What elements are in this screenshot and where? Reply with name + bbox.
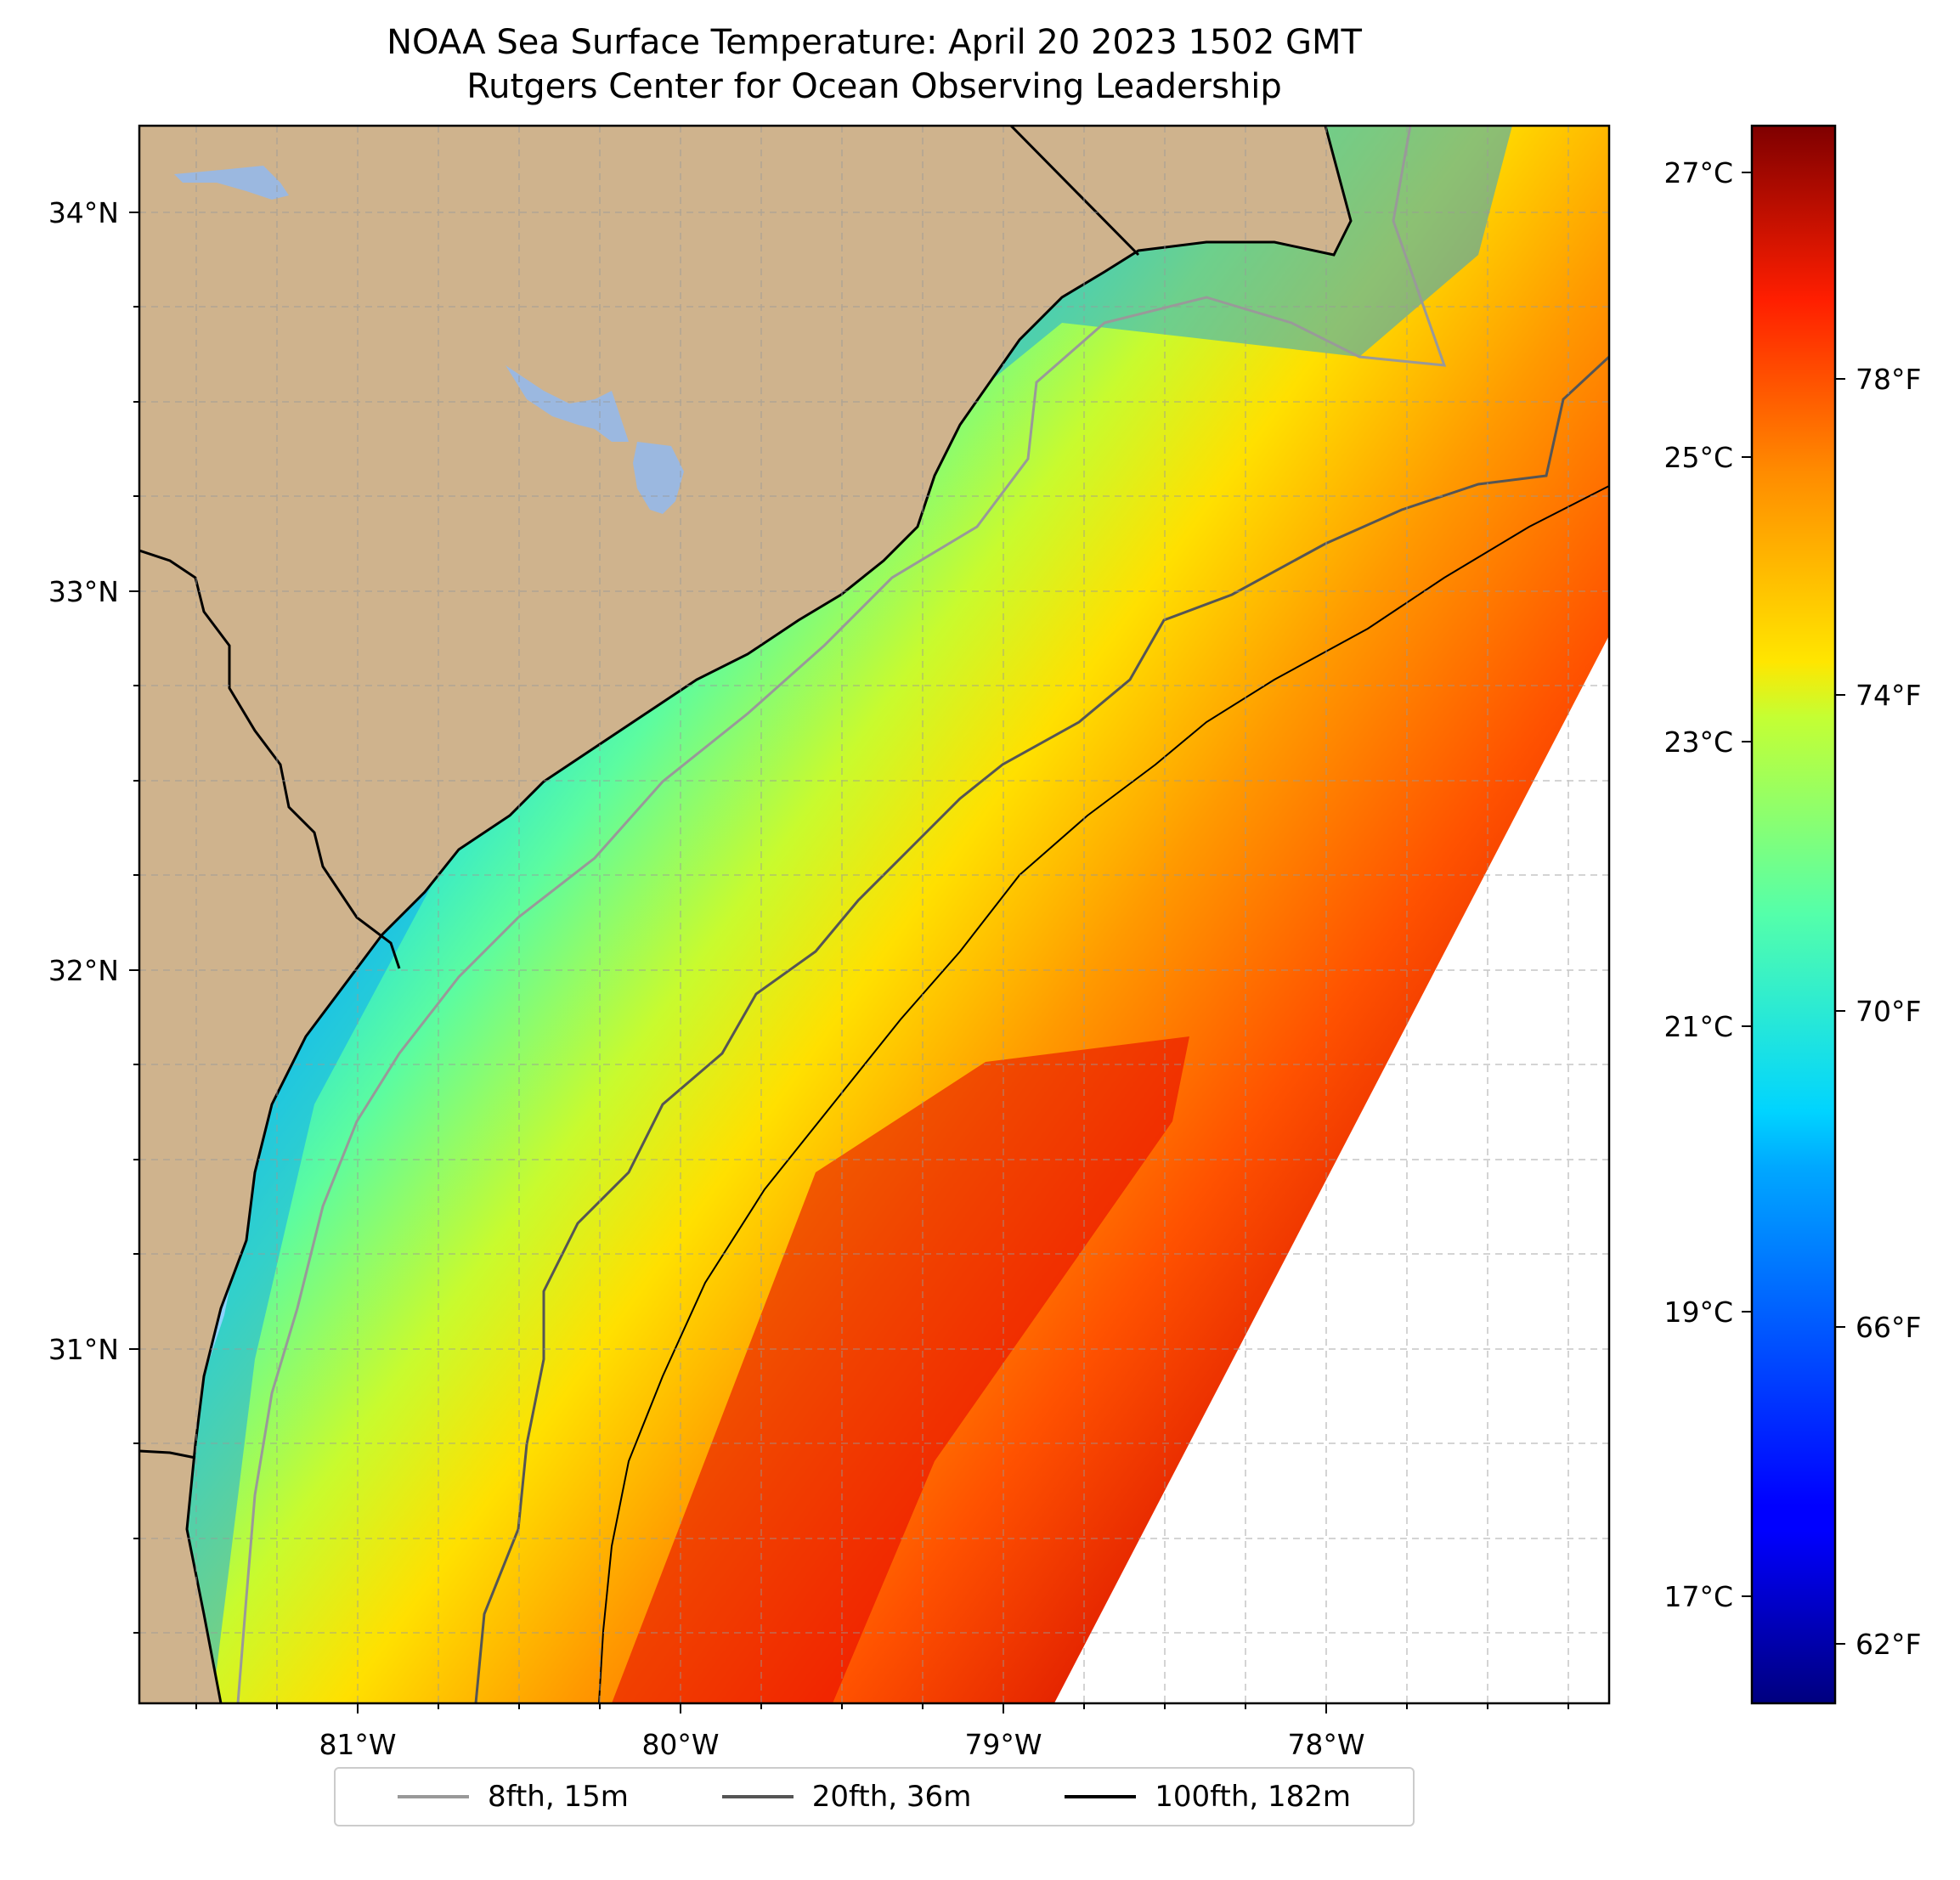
map-frame (138, 124, 1611, 1705)
colorbar-f-label: 74°F (1856, 679, 1921, 712)
colorbar-c-label: 25°C (1663, 441, 1733, 474)
sst-cool-shelf (161, 126, 1512, 1703)
colorbar-f-label: 62°F (1856, 1628, 1921, 1661)
legend-entry-20fth: 20fth, 36m (721, 1780, 972, 1814)
contour-8fth (236, 126, 1447, 1703)
legend: 8fth, 15m 20fth, 36m 100fth, 182m (334, 1767, 1415, 1826)
legend-label: 100fth, 182m (1155, 1780, 1352, 1814)
colorbar-f-label: 78°F (1856, 363, 1921, 396)
sst-warm-core (612, 1036, 1189, 1703)
colorbar-f-label: 70°F (1856, 995, 1921, 1028)
legend-swatch (721, 1795, 794, 1798)
legend-entry-100fth: 100fth, 182m (1065, 1780, 1351, 1814)
axis-ticks (129, 212, 1569, 1713)
state-border-ga-fl (139, 1449, 196, 1459)
colorbar-c-label: 17°C (1663, 1580, 1733, 1613)
contour-100fth (598, 485, 1609, 1703)
lake-marion (506, 365, 629, 442)
legend-entry-8fth: 8fth, 15m (397, 1780, 629, 1814)
lon-tick-label: 79°W (964, 1728, 1042, 1761)
colorbar-c-label: 23°C (1663, 725, 1733, 759)
lat-tick-label: 32°N (48, 954, 119, 987)
colorbar-c-label: 21°C (1663, 1010, 1733, 1043)
colorbar-c-label: 19°C (1663, 1296, 1733, 1329)
legend-swatch (1065, 1795, 1137, 1798)
colorbar-ticks (1742, 172, 1845, 1645)
sst-field (139, 126, 1609, 1703)
colorbar-c-label: 27°C (1663, 156, 1733, 189)
land (139, 126, 1351, 1703)
colorbar (1750, 124, 1837, 1705)
map-title: NOAA Sea Surface Temperature: April 20 2… (387, 23, 1362, 62)
coastline (185, 126, 1353, 1703)
colorbar-f-label: 66°F (1856, 1311, 1921, 1344)
lat-tick-label: 33°N (48, 575, 119, 608)
lat-tick-label: 34°N (48, 196, 119, 229)
lon-tick-label: 81°W (319, 1728, 396, 1761)
legend-swatch (397, 1795, 469, 1798)
legend-label: 20fth, 36m (811, 1780, 972, 1814)
legend-label: 8fth, 15m (487, 1780, 629, 1814)
lon-tick-label: 78°W (1287, 1728, 1364, 1761)
lake-wateree (174, 166, 289, 200)
lat-tick-label: 31°N (48, 1333, 119, 1366)
state-border-nc-sc (1009, 126, 1140, 257)
gridlines (139, 126, 1609, 1703)
lon-tick-label: 80°W (641, 1728, 719, 1761)
map-subtitle: Rutgers Center for Ocean Observing Leade… (466, 67, 1282, 106)
